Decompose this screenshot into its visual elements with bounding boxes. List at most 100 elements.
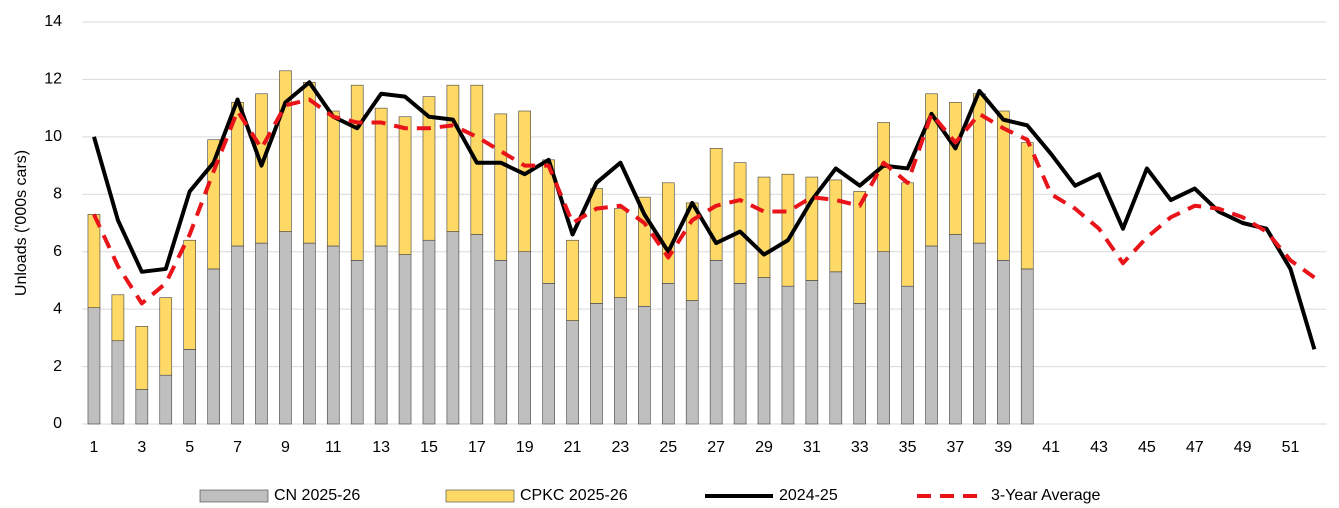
x-tick-label: 13 [372, 439, 390, 456]
bar [446, 84, 460, 232]
bar [566, 239, 579, 321]
bar [757, 277, 771, 425]
bar [733, 162, 747, 284]
bar [590, 188, 603, 304]
bar [422, 239, 436, 425]
bar [829, 271, 843, 425]
legend-swatch [199, 489, 269, 503]
bar [901, 182, 914, 287]
y-axis-label: Unloads ('000s cars) [13, 150, 30, 296]
bar [614, 297, 627, 425]
x-tick-label: 43 [1090, 439, 1108, 456]
bar [925, 93, 938, 247]
line [92, 97, 1316, 306]
bar [183, 239, 196, 350]
bar [494, 260, 508, 425]
bar [470, 234, 484, 425]
bar [685, 300, 699, 425]
bar [135, 326, 149, 390]
legend-label: 3-Year Average [991, 487, 1101, 504]
y-tick-label: 4 [53, 300, 62, 317]
bar [925, 245, 938, 425]
y-tick-label: 12 [44, 71, 62, 88]
bar [997, 110, 1010, 261]
x-tick-label: 17 [468, 439, 486, 456]
bar [111, 294, 125, 342]
bar [781, 285, 795, 425]
y-tick-label: 14 [44, 13, 62, 30]
x-tick-label: 25 [659, 439, 677, 456]
line [92, 80, 1317, 350]
x-tick-label: 7 [233, 439, 242, 456]
bar [877, 122, 890, 253]
x-tick-label: 39 [994, 439, 1012, 456]
bar [231, 245, 244, 425]
x-tick-label: 49 [1234, 439, 1252, 456]
bar [614, 208, 627, 298]
x-tick-label: 31 [803, 439, 821, 456]
bar [207, 268, 220, 425]
bar [303, 82, 316, 244]
bar [1020, 268, 1034, 425]
bar [183, 349, 196, 425]
bar [709, 260, 723, 425]
x-tick-label: 45 [1138, 439, 1156, 456]
bar [661, 182, 675, 284]
bar [638, 305, 651, 425]
bar [374, 245, 388, 425]
bar [255, 242, 268, 425]
x-tick-label: 3 [137, 439, 146, 456]
legend-label: CN 2025-26 [274, 487, 360, 504]
bar [135, 389, 149, 425]
x-tick-label: 1 [90, 439, 99, 456]
bar [494, 113, 508, 261]
bar [303, 242, 316, 425]
bar [446, 231, 460, 425]
legend-label: 2024-25 [779, 487, 838, 504]
y-tick-label: 8 [53, 186, 62, 203]
bar [542, 282, 555, 425]
x-tick-label: 35 [899, 439, 917, 456]
bar [398, 116, 412, 255]
x-tick-label: 37 [947, 439, 965, 456]
bar [518, 251, 532, 425]
bar [901, 285, 914, 425]
bar [877, 251, 890, 425]
bar [279, 70, 292, 232]
x-tick-label: 19 [516, 439, 534, 456]
x-tick-label: 51 [1282, 439, 1300, 456]
bar [566, 320, 579, 425]
bar [1020, 142, 1034, 270]
bar [87, 307, 101, 425]
bar [973, 242, 986, 425]
bar [326, 110, 340, 247]
x-tick-label: 15 [420, 439, 438, 456]
bar [590, 303, 603, 425]
bar [159, 297, 173, 376]
bar [207, 139, 220, 270]
bar [949, 102, 962, 235]
legend-label: CPKC 2025-26 [520, 487, 628, 504]
legend-swatch [445, 489, 515, 503]
bar [853, 303, 867, 425]
bar [374, 107, 388, 247]
bar [279, 231, 292, 425]
bar [111, 340, 125, 425]
bar [733, 282, 747, 425]
y-tick-label: 0 [53, 415, 62, 432]
x-tick-label: 47 [1186, 439, 1204, 456]
bar [398, 254, 412, 425]
bar [326, 245, 340, 425]
y-tick-label: 10 [44, 128, 62, 145]
bar [518, 110, 532, 253]
bar [661, 282, 675, 425]
x-tick-label: 21 [564, 439, 582, 456]
x-tick-label: 41 [1042, 439, 1060, 456]
bar [255, 93, 268, 244]
bar [350, 260, 364, 425]
bar [805, 280, 819, 425]
x-tick-label: 5 [185, 439, 194, 456]
x-tick-label: 27 [707, 439, 725, 456]
y-tick-label: 6 [53, 243, 62, 260]
